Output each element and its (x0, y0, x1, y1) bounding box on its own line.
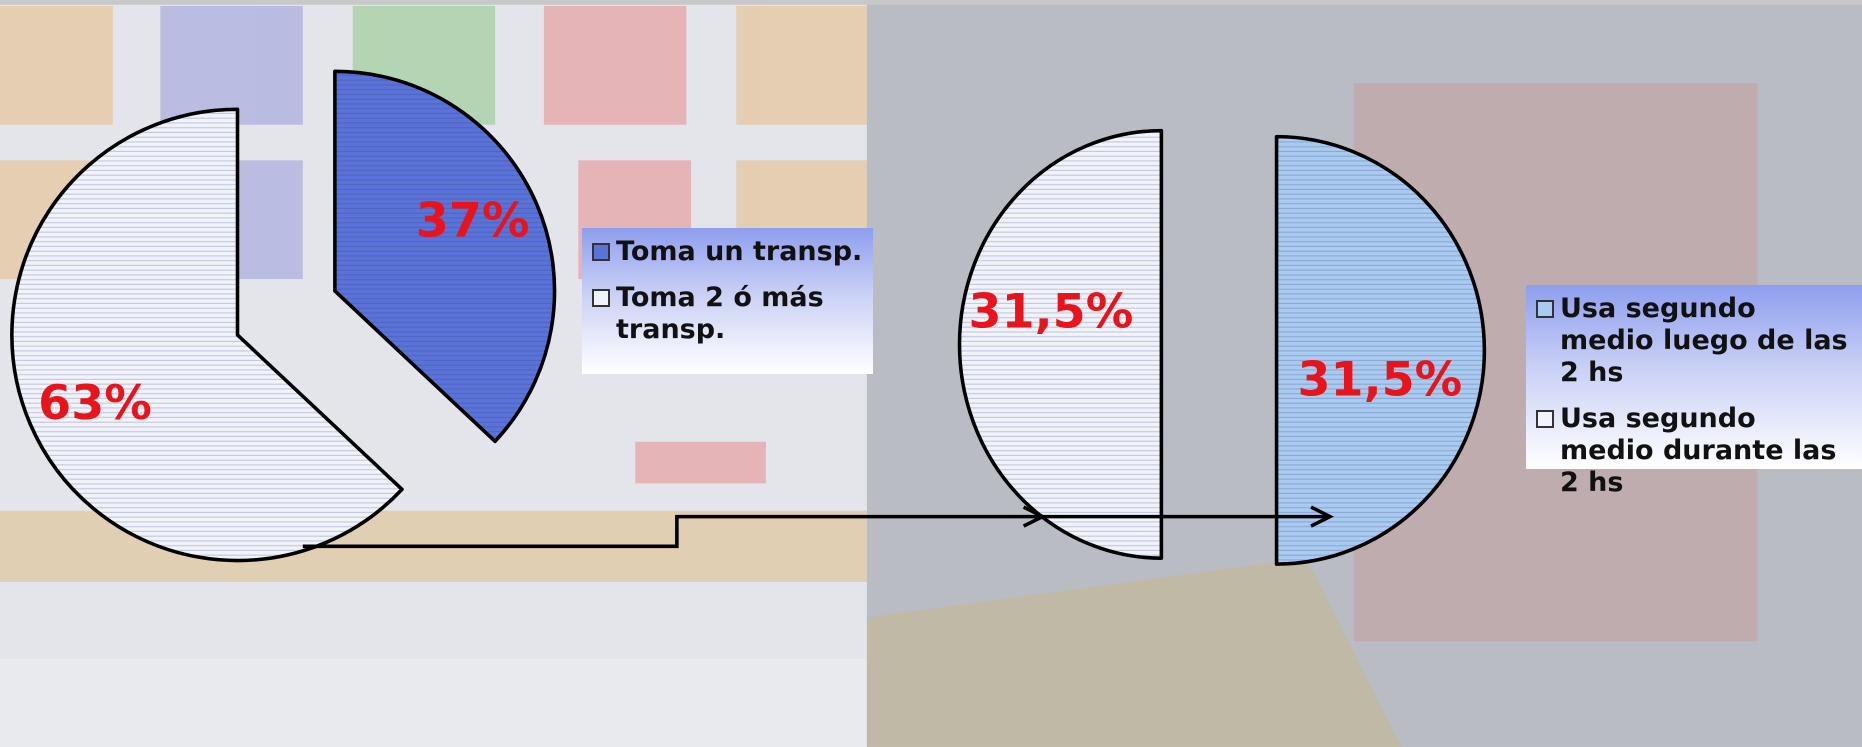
data-label: 31,5% (1297, 352, 1462, 407)
legend-label: Toma 2 ó más transp. (616, 282, 824, 345)
legend: Toma un transp. Toma 2 ó más transp. (582, 228, 873, 374)
legend-entry: Usa segundo medio luego de las 2 hs (1536, 293, 1854, 389)
legend-entry: Toma un transp. (592, 236, 865, 268)
legend: Usa segundo medio luego de las 2 hs Usa s… (1526, 285, 1862, 498)
pie-slice (333, 69, 557, 444)
left-background-bottom (0, 659, 867, 747)
data-label: 37% (416, 193, 530, 248)
legend-label: Toma un transp. (616, 236, 863, 267)
top-border (0, 0, 1862, 5)
legend-label: Usa segundo medio durante las 2 hs (1560, 403, 1837, 498)
legend-entry: Toma 2 ó más transp. (592, 282, 865, 346)
legend-entry: Usa segundo medio durante las 2 hs (1536, 403, 1854, 499)
data-label: 31,5% (969, 285, 1134, 340)
legend-label: Usa segundo medio luego de las 2 hs (1560, 293, 1848, 388)
pie-slice (10, 107, 404, 563)
background-road (866, 558, 1402, 747)
pie-slice (1274, 134, 1487, 566)
pie-slice (957, 128, 1164, 560)
connector-arrows (302, 505, 1334, 549)
legend-swatch (592, 243, 610, 261)
legend-swatch (1536, 410, 1554, 428)
legend-swatch (592, 289, 610, 307)
legend-swatch (1536, 300, 1554, 318)
data-label: 63% (38, 376, 152, 431)
